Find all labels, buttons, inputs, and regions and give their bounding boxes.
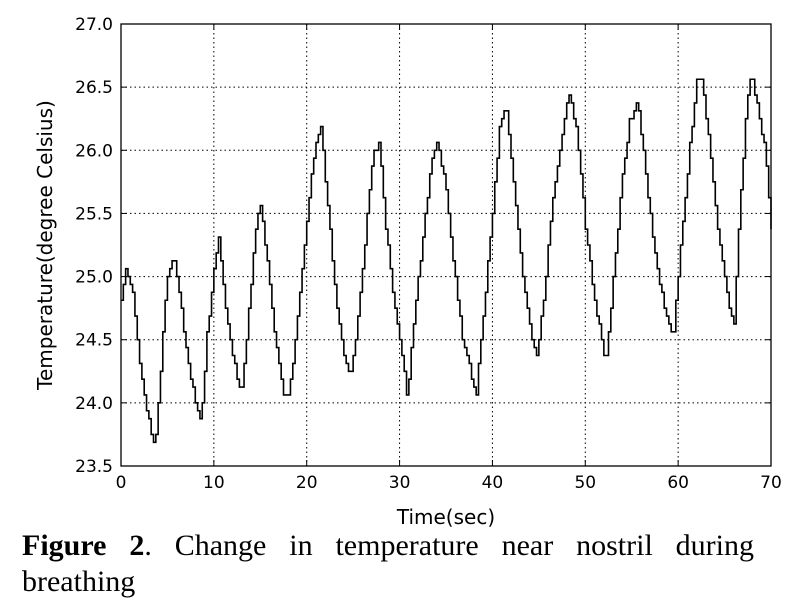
series-layer: [121, 78, 772, 444]
x-tick-labels: 0 10 20 30 40 50 60 70: [116, 473, 782, 493]
x-tick-label: 10: [203, 473, 225, 493]
grid-lines: [121, 24, 771, 466]
y-tick-label: 24.0: [75, 394, 113, 414]
temperature-series-line: [121, 78, 772, 444]
figure-caption-text: . Change in temperature near nostril dur…: [22, 529, 754, 598]
figure-caption: Figure 2. Change in temperature near nos…: [22, 528, 754, 600]
y-tick-label: 26.0: [75, 141, 113, 161]
y-tick-label: 25.0: [75, 268, 113, 288]
y-tick-label: 26.5: [75, 78, 113, 98]
plot-frame: [120, 23, 772, 467]
tick-marks: [120, 23, 772, 467]
y-tick-label: 27.0: [75, 15, 113, 35]
x-tick-label: 50: [574, 473, 596, 493]
y-axis-label: Temperature(degree Celsius): [33, 100, 57, 391]
y-tick-label: 24.5: [75, 331, 113, 351]
x-tick-label: 30: [389, 473, 411, 493]
temperature-chart: 0 10 20 30 40 50 60 70 23.5 24.0 24.5 25.0 25.5 26.0…: [33, 15, 782, 529]
x-axis-label: Time(sec): [396, 505, 495, 529]
x-tick-label: 60: [667, 473, 689, 493]
figure-caption-label: Figure 2: [22, 529, 145, 562]
y-tick-label: 25.5: [75, 204, 113, 224]
y-tick-labels: 23.5 24.0 24.5 25.0 25.5 26.0 26.5 27.0: [75, 15, 113, 477]
x-tick-label: 20: [296, 473, 318, 493]
x-tick-label: 70: [760, 473, 782, 493]
y-tick-label: 23.5: [75, 457, 113, 477]
x-tick-label: 0: [116, 473, 127, 493]
x-tick-label: 40: [482, 473, 504, 493]
